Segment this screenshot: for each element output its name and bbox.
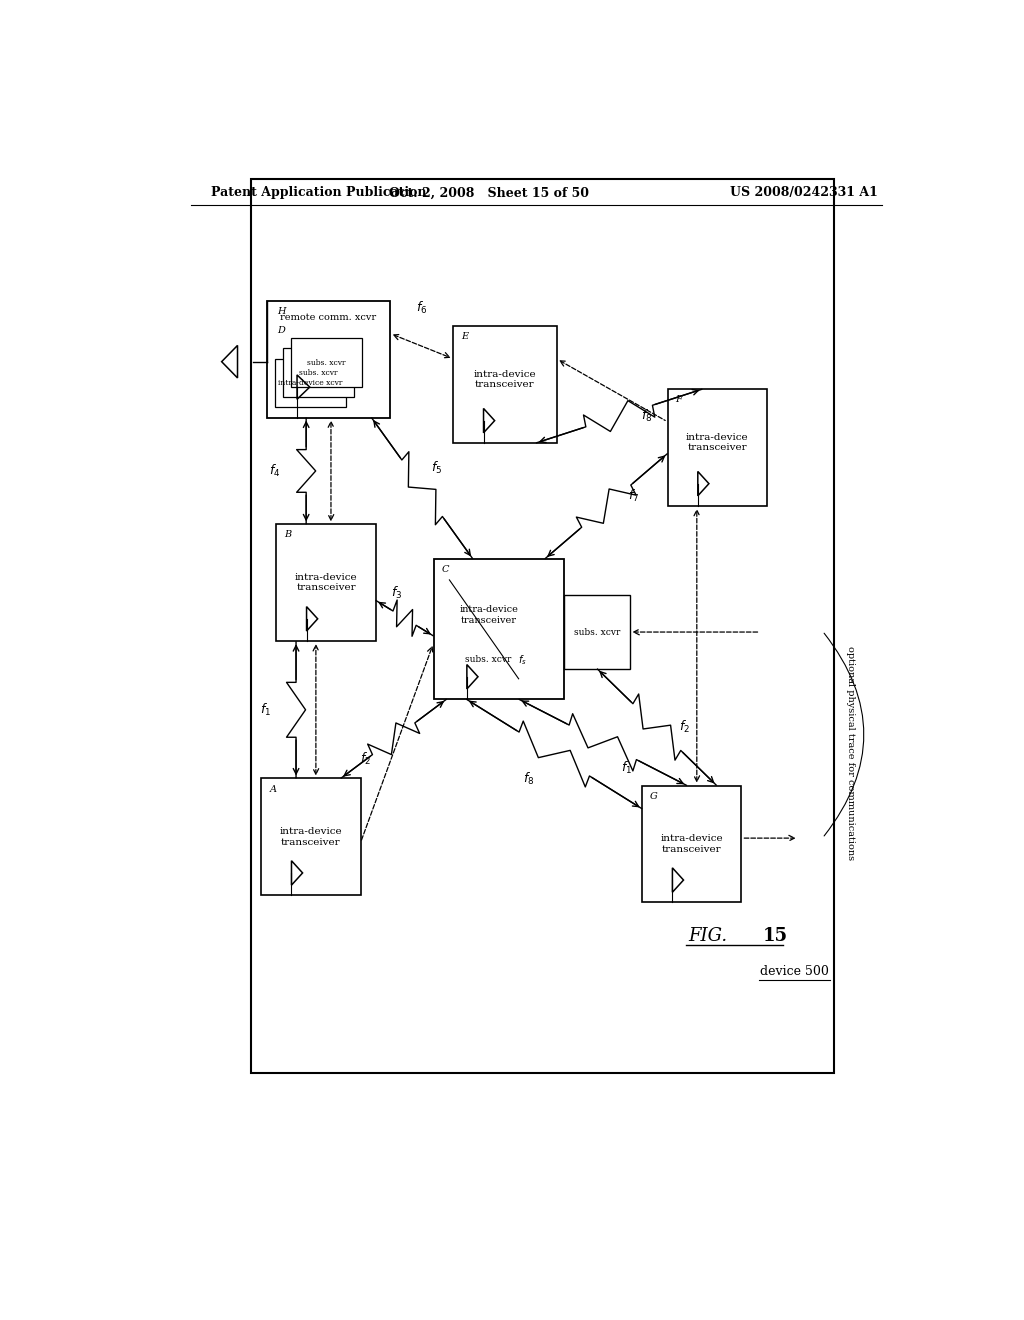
FancyBboxPatch shape (251, 178, 835, 1073)
Text: $f_1$: $f_1$ (260, 702, 271, 718)
FancyBboxPatch shape (454, 326, 557, 444)
FancyBboxPatch shape (274, 359, 346, 408)
FancyBboxPatch shape (291, 338, 362, 387)
Text: US 2008/0242331 A1: US 2008/0242331 A1 (730, 186, 878, 199)
Text: subs. xcvr: subs. xcvr (573, 627, 621, 636)
Text: intra-device
transceiver: intra-device transceiver (280, 828, 342, 846)
Text: subs. xcvr: subs. xcvr (307, 359, 346, 367)
FancyBboxPatch shape (267, 301, 390, 417)
Text: intra-device
transceiver: intra-device transceiver (295, 573, 357, 593)
Text: $f_1$: $f_1$ (621, 760, 632, 776)
FancyBboxPatch shape (564, 595, 630, 669)
FancyBboxPatch shape (642, 785, 741, 903)
Text: intra-device
transceiver: intra-device transceiver (686, 433, 749, 453)
Text: G: G (650, 792, 658, 801)
Text: FIG.: FIG. (688, 927, 727, 945)
Text: $f_3$: $f_3$ (391, 585, 402, 601)
Text: remote comm. xcvr: remote comm. xcvr (281, 313, 377, 322)
Text: intra-device
transceiver: intra-device transceiver (459, 606, 518, 624)
FancyBboxPatch shape (668, 389, 767, 506)
Text: $f_2$: $f_2$ (679, 719, 690, 735)
Text: optional physical trace for communications: optional physical trace for communicatio… (846, 645, 855, 861)
FancyBboxPatch shape (276, 524, 376, 642)
Text: B: B (285, 531, 292, 540)
FancyBboxPatch shape (283, 348, 354, 397)
Text: subs. xcvr: subs. xcvr (299, 368, 338, 378)
Text: H: H (278, 306, 286, 315)
Text: Patent Application Publication: Patent Application Publication (211, 186, 427, 199)
Text: Oct. 2, 2008   Sheet 15 of 50: Oct. 2, 2008 Sheet 15 of 50 (389, 186, 589, 199)
Text: intra-device
transceiver: intra-device transceiver (660, 834, 723, 854)
Text: $f_5$: $f_5$ (431, 459, 442, 477)
Text: device 500: device 500 (760, 965, 829, 978)
Text: E: E (461, 333, 468, 341)
Text: $f_2$: $f_2$ (360, 751, 372, 767)
Text: $f_8$: $f_8$ (523, 771, 535, 788)
Text: D: D (278, 326, 285, 335)
Text: subs. xcvr: subs. xcvr (465, 655, 512, 664)
FancyBboxPatch shape (433, 558, 564, 700)
Text: A: A (269, 784, 276, 793)
Text: $f_4$: $f_4$ (268, 463, 281, 479)
Text: $f_6$: $f_6$ (416, 300, 427, 315)
Text: 15: 15 (763, 927, 788, 945)
FancyBboxPatch shape (261, 779, 360, 895)
Text: $f_7$: $f_7$ (629, 488, 640, 504)
Text: $f_8$: $f_8$ (641, 408, 652, 424)
Text: $f_s$: $f_s$ (518, 653, 527, 667)
Text: C: C (441, 565, 449, 574)
Text: intra-device
transceiver: intra-device transceiver (474, 370, 537, 389)
Text: intra-device xcvr: intra-device xcvr (279, 379, 343, 387)
Text: F: F (676, 395, 682, 404)
